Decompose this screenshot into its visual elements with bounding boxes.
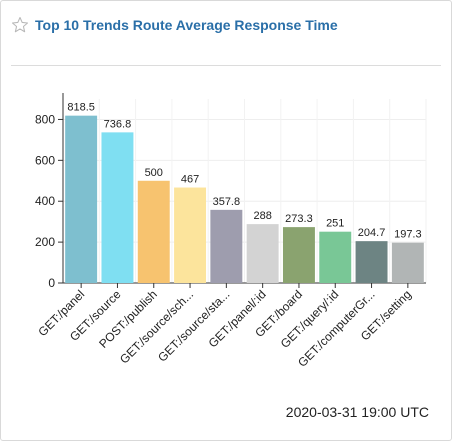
bar-value-label: 467 xyxy=(181,174,199,186)
bar xyxy=(391,242,424,283)
bar xyxy=(65,115,98,283)
bar xyxy=(174,187,207,283)
bar xyxy=(137,180,170,283)
y-tick-label: 200 xyxy=(35,235,55,249)
bar-value-label: 273.3 xyxy=(285,213,313,225)
bar-chart-svg: 0 200 400 600 800 818.5 736.8 500 467 357.8 288 27… xyxy=(35,93,427,370)
bar-value-label: 251 xyxy=(326,218,344,230)
y-tick-label: 600 xyxy=(35,153,55,167)
bar-value-label: 357.8 xyxy=(213,196,241,208)
value-labels: 818.5 736.8 500 467 357.8 288 273.3 251 204.7 197… xyxy=(67,102,421,241)
bar xyxy=(282,227,315,283)
bar xyxy=(319,231,352,283)
x-tick-labels: GET:/panelGET:/sourcePOST:/publishGET:/s… xyxy=(35,287,414,370)
bar-value-label: 204.7 xyxy=(358,227,386,239)
bar xyxy=(246,224,279,283)
bar xyxy=(355,241,388,283)
header-divider xyxy=(11,65,441,66)
bar-value-label: 736.8 xyxy=(104,118,132,130)
y-tick-label: 0 xyxy=(48,276,55,290)
panel-title: Top 10 Trends Route Average Response Tim… xyxy=(35,17,338,33)
bar-value-label: 818.5 xyxy=(67,102,95,114)
bar-chart: 0 200 400 600 800 818.5 736.8 500 467 357.8 288 27… xyxy=(1,81,452,381)
star-outline-icon[interactable] xyxy=(11,16,29,34)
timestamp: 2020-03-31 19:00 UTC xyxy=(285,404,429,420)
bar xyxy=(210,209,243,283)
bar-value-label: 197.3 xyxy=(394,229,422,241)
bar-value-label: 500 xyxy=(145,167,163,179)
y-tick-label: 800 xyxy=(35,112,55,126)
y-tick-label: 400 xyxy=(35,194,55,208)
bars xyxy=(65,115,424,283)
bar xyxy=(101,132,134,283)
axes: 0 200 400 600 800 xyxy=(35,93,426,290)
bar-value-label: 288 xyxy=(253,210,271,222)
panel-header: Top 10 Trends Route Average Response Tim… xyxy=(11,13,338,37)
